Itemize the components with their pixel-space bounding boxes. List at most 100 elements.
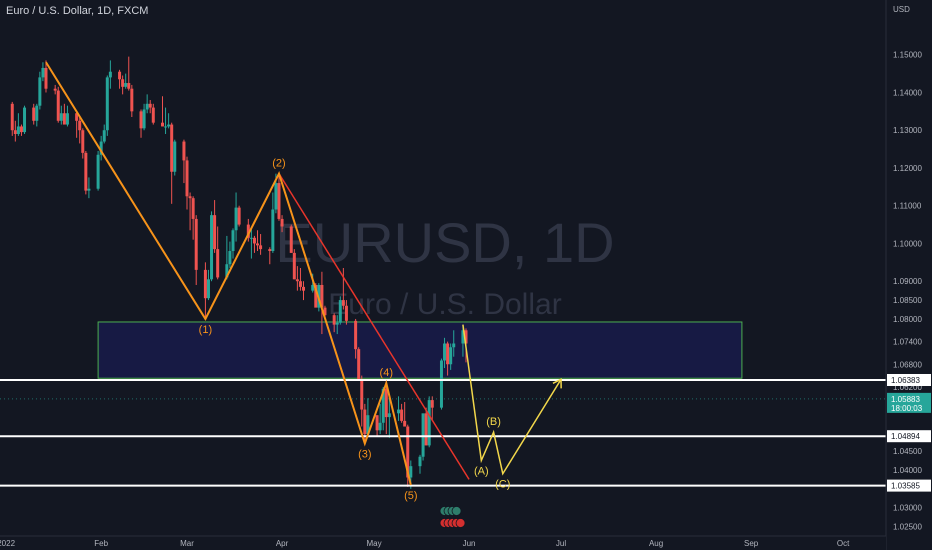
candle-body bbox=[403, 420, 407, 427]
candle-body bbox=[363, 409, 367, 435]
candle bbox=[84, 150, 88, 195]
candle bbox=[139, 109, 143, 138]
candle bbox=[148, 100, 152, 114]
candle bbox=[75, 111, 79, 138]
candle-body bbox=[188, 196, 192, 199]
candle-body bbox=[311, 284, 315, 291]
candle-body bbox=[341, 300, 345, 306]
event-markers[interactable] bbox=[439, 506, 466, 528]
candle bbox=[280, 215, 284, 233]
candle bbox=[16, 113, 20, 136]
candle-body bbox=[344, 305, 348, 321]
price-axis[interactable] bbox=[886, 0, 932, 550]
horizontal-levels bbox=[0, 378, 886, 487]
candle bbox=[430, 396, 434, 421]
candle-body bbox=[164, 126, 168, 128]
candle-body bbox=[302, 286, 306, 291]
candle bbox=[10, 101, 14, 136]
x-tick-label: Feb bbox=[94, 539, 108, 548]
candle-body bbox=[277, 183, 281, 219]
y-tick-label: 1.04500 bbox=[893, 447, 922, 456]
candle bbox=[167, 113, 171, 129]
candle bbox=[375, 415, 379, 436]
candle bbox=[142, 103, 146, 131]
candle bbox=[344, 300, 348, 325]
candle bbox=[105, 75, 109, 136]
candle bbox=[400, 403, 404, 423]
candle-body bbox=[237, 207, 241, 225]
axis-ticks: 1.15000 1.14000 1.13000 1.12000 1.11000 1.100… bbox=[0, 51, 922, 548]
candle-body bbox=[56, 90, 60, 121]
candle bbox=[23, 105, 27, 134]
candle-body bbox=[418, 456, 422, 467]
x-tick-label: Aug bbox=[649, 539, 663, 548]
candle-body bbox=[323, 307, 327, 316]
candle bbox=[452, 330, 456, 357]
candle-body bbox=[461, 330, 465, 344]
level-price-tag bbox=[887, 373, 931, 386]
candle bbox=[145, 94, 149, 114]
candle bbox=[206, 269, 210, 301]
candle-body bbox=[118, 71, 122, 80]
candle-body bbox=[271, 209, 275, 252]
candle-body bbox=[439, 360, 443, 408]
candle bbox=[252, 235, 256, 253]
y-tick-label: 1.03000 bbox=[893, 504, 922, 513]
candle bbox=[213, 200, 217, 253]
candle-body bbox=[194, 218, 198, 270]
candle bbox=[81, 128, 85, 159]
x-tick-label: Mar bbox=[180, 539, 194, 548]
candle-body bbox=[210, 215, 214, 280]
candle-body bbox=[10, 103, 14, 131]
candle bbox=[188, 192, 192, 231]
candle-body bbox=[38, 77, 42, 106]
candle-body bbox=[231, 230, 235, 252]
candle-body bbox=[16, 126, 20, 134]
candle-body bbox=[41, 67, 45, 78]
candle bbox=[360, 375, 364, 427]
candle-body bbox=[130, 88, 134, 112]
currency-label: USD bbox=[893, 5, 910, 14]
y-tick-label: 1.13000 bbox=[893, 126, 922, 135]
candle-body bbox=[81, 130, 85, 153]
level-price-tag bbox=[887, 430, 931, 443]
watermark-symbol: EURUSD, 1D bbox=[275, 211, 614, 274]
candle-body bbox=[384, 388, 388, 418]
candle bbox=[19, 124, 23, 136]
candle-body bbox=[151, 107, 155, 123]
level-price-text: 1.06383 bbox=[891, 376, 920, 385]
wave-label: (B) bbox=[486, 416, 501, 428]
candle-body bbox=[142, 109, 146, 129]
candle bbox=[354, 318, 358, 359]
candle bbox=[271, 192, 275, 253]
x-tick-label: Jul bbox=[556, 539, 566, 548]
candle-body bbox=[127, 83, 131, 89]
candle bbox=[302, 281, 306, 301]
candle bbox=[130, 84, 134, 118]
candle bbox=[173, 139, 177, 176]
candle-body bbox=[387, 413, 391, 418]
candle bbox=[292, 249, 296, 280]
event-marker bbox=[451, 506, 462, 516]
candle bbox=[32, 103, 36, 125]
candle bbox=[418, 454, 422, 474]
candle-body bbox=[464, 330, 468, 344]
candle-body bbox=[256, 243, 260, 246]
candle-body bbox=[452, 343, 456, 348]
x-tick-label: May bbox=[366, 539, 381, 548]
corrective-wave-path bbox=[462, 324, 562, 476]
candle bbox=[338, 296, 342, 325]
candle-body bbox=[259, 245, 263, 250]
y-tick-label: 1.02500 bbox=[893, 523, 922, 532]
candle bbox=[249, 226, 253, 259]
candle bbox=[443, 337, 447, 369]
candle bbox=[191, 196, 195, 240]
candle-body bbox=[182, 141, 186, 161]
y-tick-label: 1.09000 bbox=[893, 277, 922, 286]
candle-body bbox=[105, 77, 109, 131]
candle-body bbox=[268, 249, 272, 252]
candle bbox=[87, 177, 91, 199]
time-axis[interactable] bbox=[0, 536, 886, 550]
candle bbox=[256, 230, 260, 252]
